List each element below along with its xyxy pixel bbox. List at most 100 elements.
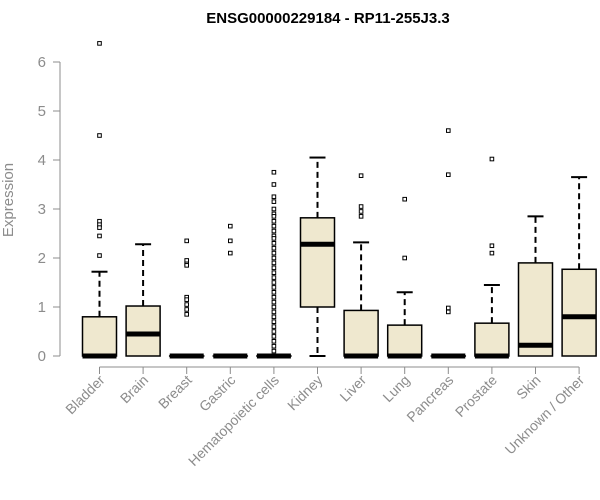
- outlier-point: [271, 228, 277, 234]
- outlier-point: [271, 319, 277, 324]
- outlier-point: [446, 305, 451, 311]
- outlier-point: [271, 324, 277, 329]
- outlier-point: [97, 41, 102, 46]
- outlier-point: [271, 260, 277, 266]
- outlier-point: [271, 199, 277, 204]
- outlier-point: [271, 309, 277, 315]
- outlier-point: [271, 348, 277, 354]
- box-breast: [168, 238, 205, 359]
- outlier-point: [271, 206, 277, 212]
- outlier-point: [271, 265, 277, 271]
- outlier-point: [97, 225, 102, 230]
- outlier-point: [228, 223, 233, 229]
- x-tick-label: Liver: [336, 372, 369, 405]
- box-kidney: [299, 156, 336, 357]
- y-axis-label: Expression: [0, 163, 17, 237]
- y-tick-label: 2: [38, 250, 46, 267]
- outlier-point: [184, 263, 189, 268]
- outlier-point: [97, 133, 102, 138]
- iqr-box: [299, 217, 336, 308]
- x-tick-label: Kidney: [284, 372, 326, 414]
- outlier-point: [271, 314, 277, 320]
- outlier-point: [271, 223, 277, 229]
- outlier-point: [271, 236, 277, 241]
- y-tick-label: 4: [38, 152, 46, 169]
- box-gastric: [212, 223, 249, 359]
- outlier-point: [97, 233, 102, 239]
- y-axis: 0 1 2 3 4 5 6: [38, 54, 61, 365]
- outlier-point: [184, 307, 189, 312]
- box-pancreas: [430, 128, 467, 359]
- iqr-box: [517, 262, 554, 357]
- outlier-point: [489, 156, 495, 162]
- box-lung: [386, 196, 423, 359]
- outlier-point: [271, 270, 277, 275]
- box-skin: [517, 215, 554, 357]
- x-tick-label: Breast: [155, 372, 195, 412]
- outlier-point: [271, 182, 277, 187]
- outlier-point: [271, 255, 277, 261]
- outlier-point: [446, 309, 451, 315]
- outlier-point: [271, 299, 277, 305]
- outlier-point: [271, 339, 277, 344]
- outlier-point: [228, 250, 233, 256]
- outlier-point: [358, 173, 364, 178]
- outlier-point: [271, 343, 277, 349]
- box-brain: [125, 243, 161, 357]
- outlier-point: [271, 194, 277, 200]
- outlier-point: [228, 238, 233, 244]
- outlier-point: [489, 243, 495, 249]
- outlier-point: [446, 128, 451, 133]
- x-tick-label: Bladder: [62, 372, 108, 418]
- outlier-point: [358, 214, 364, 219]
- y-tick-label: 3: [38, 201, 46, 218]
- outlier-point: [184, 238, 189, 244]
- outlier-point: [184, 302, 189, 307]
- outlier-point: [271, 285, 277, 290]
- x-tick-label: Prostate: [452, 372, 500, 420]
- outlier-point: [358, 209, 364, 214]
- iqr-box: [343, 309, 379, 357]
- y-tick-label: 0: [38, 348, 46, 365]
- outlier-point: [271, 218, 277, 224]
- outlier-point: [271, 329, 277, 334]
- box-prostate: [474, 156, 510, 359]
- outlier-point: [271, 334, 277, 339]
- iqr-box: [561, 268, 597, 357]
- outlier-point: [271, 290, 277, 295]
- outlier-point: [184, 312, 189, 317]
- outlier-point: [271, 250, 277, 256]
- box-bladder: [81, 41, 118, 359]
- outlier-point: [402, 196, 407, 202]
- outlier-point: [184, 297, 189, 302]
- iqr-box: [81, 316, 118, 357]
- outlier-point: [489, 250, 495, 256]
- chart-title: ENSG00000229184 - RP11-255J3.3: [206, 10, 450, 27]
- outlier-point: [402, 255, 407, 261]
- x-tick-label: Skin: [513, 372, 544, 403]
- box-liver: [343, 173, 379, 359]
- y-tick-label: 1: [38, 299, 46, 316]
- outlier-point: [271, 241, 277, 246]
- outlier-point: [271, 214, 277, 219]
- x-tick-label: Gastric: [196, 372, 239, 415]
- boxes: [81, 41, 597, 359]
- outlier-point: [358, 204, 364, 209]
- y-tick-label: 6: [38, 54, 46, 71]
- outlier-point: [271, 169, 277, 175]
- y-tick-label: 5: [38, 103, 46, 120]
- x-tick-label: Unknown / Other: [502, 372, 588, 458]
- iqr-box: [125, 305, 161, 357]
- outlier-point: [271, 275, 277, 280]
- iqr-box: [386, 324, 423, 357]
- outlier-point: [271, 304, 277, 310]
- box-hematopoietic-cells: [256, 169, 292, 359]
- x-tick-label: Brain: [117, 372, 151, 406]
- x-tick-label: Lung: [379, 372, 412, 405]
- box-unknown-other: [561, 176, 597, 357]
- x-tick-label: Pancreas: [403, 372, 456, 425]
- outlier-point: [271, 245, 277, 251]
- outlier-point: [97, 253, 102, 258]
